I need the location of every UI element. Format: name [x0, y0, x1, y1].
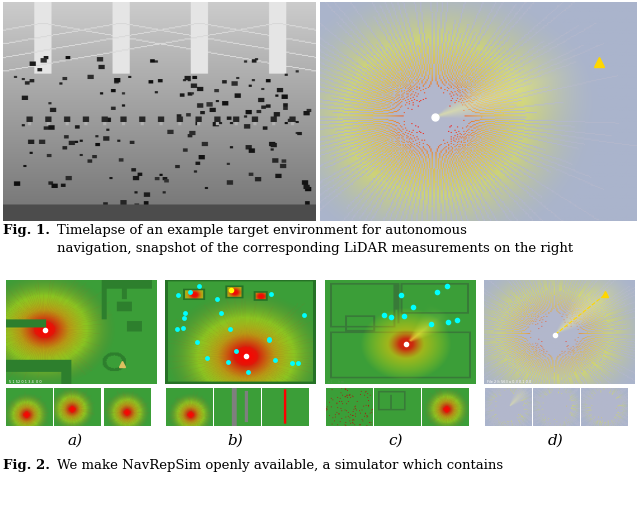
Text: a 1       h m: a 1 h m	[328, 379, 344, 383]
Text: Fig. 1.: Fig. 1.	[3, 224, 50, 237]
Text: c): c)	[388, 433, 403, 447]
Text: File 2 It 563 a 0.3 0.1 0.0: File 2 It 563 a 0.3 0.1 0.0	[487, 379, 531, 383]
Text: b): b)	[228, 433, 243, 447]
Text: We make NavRepSim openly available, a simulator which contains: We make NavRepSim openly available, a si…	[57, 459, 503, 471]
Text: 5 1 52 0 1 3 4  0 0: 5 1 52 0 1 3 4 0 0	[9, 379, 42, 383]
Text: a): a)	[68, 433, 83, 447]
Text: Fig. 2.: Fig. 2.	[3, 459, 50, 471]
Text: Timelapse of an example target environment for autonomous
navigation, snapshot o: Timelapse of an example target environme…	[57, 224, 573, 255]
Text: d): d)	[548, 433, 563, 447]
